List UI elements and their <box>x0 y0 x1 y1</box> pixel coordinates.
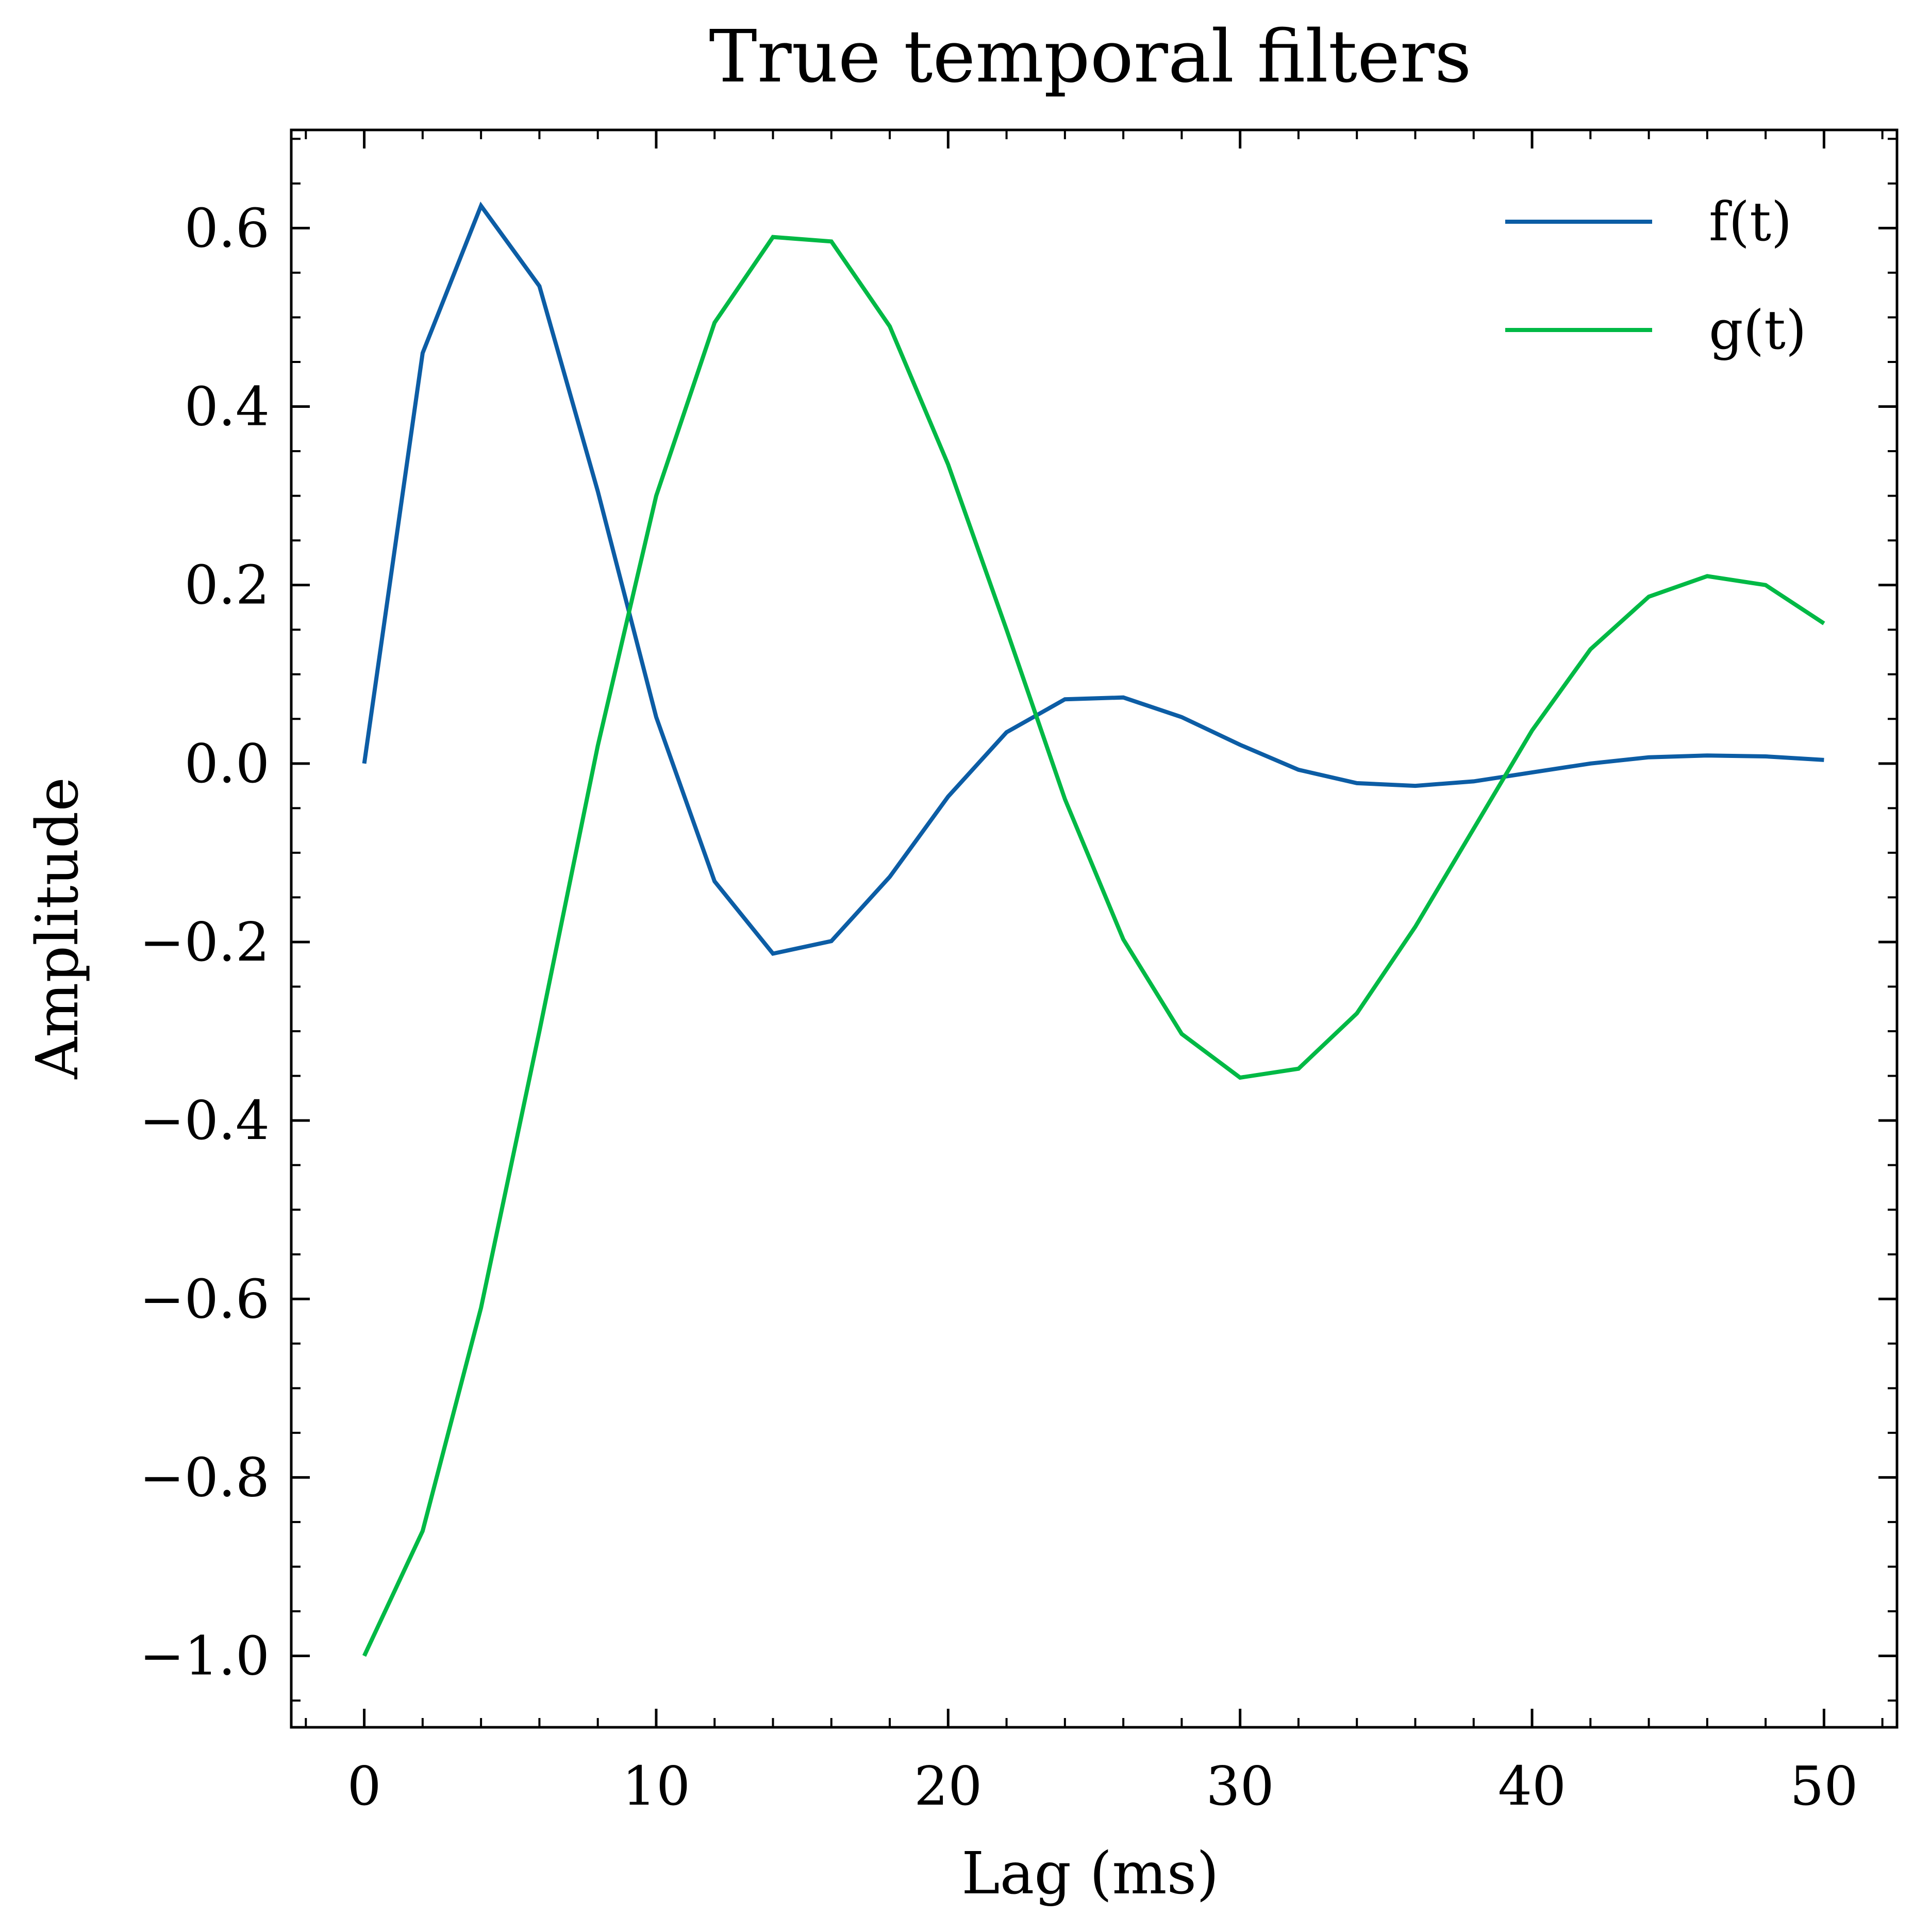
y-tick-label: 0.4 <box>185 375 270 438</box>
legend-label-f: f(t) <box>1709 190 1792 253</box>
y-tick-label: −0.2 <box>139 911 270 973</box>
x-tick-label: 0 <box>347 1755 381 1818</box>
x-tick-label: 20 <box>914 1755 982 1818</box>
x-axis-label: Lag (ms) <box>961 1840 1219 1907</box>
y-tick-label: −1.0 <box>139 1625 270 1688</box>
x-tick-label: 10 <box>622 1755 690 1818</box>
legend: f(t) g(t) <box>1505 190 1807 361</box>
plot-area <box>362 201 1825 1657</box>
plot-frame <box>290 128 1899 1729</box>
y-tick-label: −0.8 <box>139 1446 270 1509</box>
y-tick-label: 0.0 <box>185 732 270 795</box>
x-tick-label: 30 <box>1206 1755 1274 1818</box>
y-tick-label: 0.2 <box>185 554 270 617</box>
x-tick-label: 50 <box>1790 1755 1858 1818</box>
series-line-g <box>362 235 1825 1657</box>
y-tick-label: 0.6 <box>185 196 270 259</box>
legend-label-g: g(t) <box>1709 299 1807 361</box>
y-tick-label: −0.6 <box>139 1267 270 1330</box>
axis-ticks: 0 10 20 30 40 50 0.6 0.4 0.2 0.0 −0.2 −0.4 −0.6 −0.8 −… <box>139 130 1897 1818</box>
y-axis-label: Amplitude <box>24 777 91 1080</box>
y-tick-label: −0.4 <box>139 1089 270 1152</box>
series-line-f <box>362 201 1824 956</box>
x-tick-label: 40 <box>1498 1755 1566 1818</box>
chart-title: True temporal filters <box>709 15 1471 99</box>
